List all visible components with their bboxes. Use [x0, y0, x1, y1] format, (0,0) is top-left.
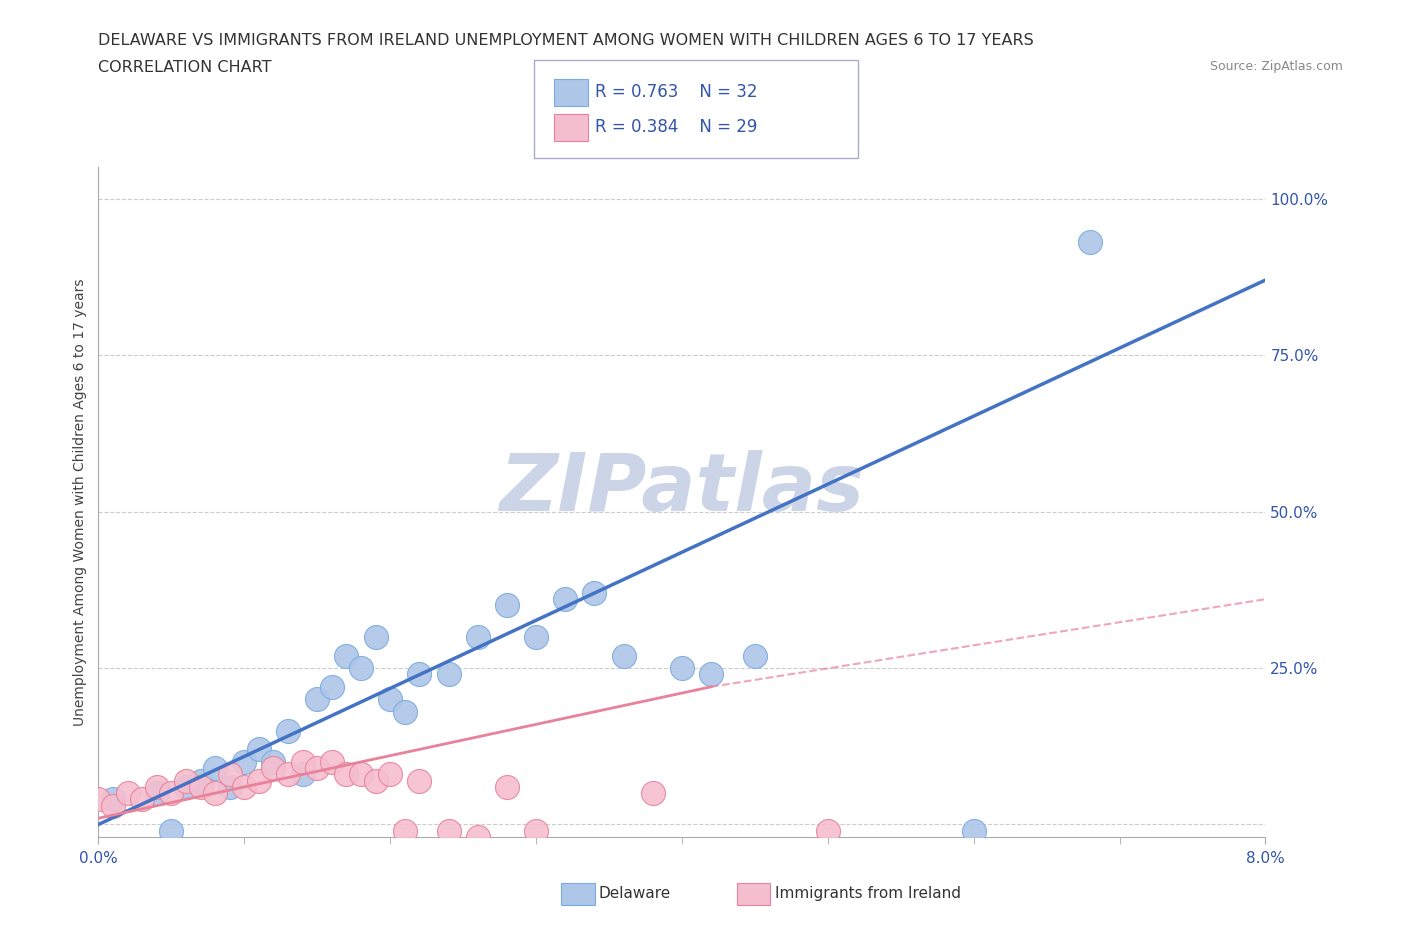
Point [233, 779, 256, 794]
Point [817, 823, 839, 838]
Point [378, 767, 402, 782]
Point [612, 648, 634, 663]
Point [291, 754, 314, 769]
Point [408, 667, 430, 682]
Point [437, 823, 460, 838]
Point [496, 779, 519, 794]
Point [277, 724, 299, 738]
Text: Source: ZipAtlas.com: Source: ZipAtlas.com [1209, 60, 1343, 73]
Point [218, 767, 240, 782]
Text: Delaware: Delaware [599, 886, 671, 901]
Point [247, 742, 270, 757]
Point [307, 761, 329, 776]
Point [117, 786, 139, 801]
Point [467, 830, 489, 844]
Point [160, 823, 183, 838]
Point [307, 692, 329, 707]
Point [146, 786, 169, 801]
Point [204, 761, 226, 776]
Point [554, 591, 576, 606]
Point [262, 754, 284, 769]
Point [146, 779, 169, 794]
Point [131, 792, 153, 807]
Point [101, 798, 124, 813]
Point [467, 630, 489, 644]
Text: ZIPatlas: ZIPatlas [499, 450, 865, 528]
Point [437, 667, 460, 682]
Point [1080, 235, 1102, 250]
Point [962, 823, 984, 838]
Point [364, 630, 387, 644]
Text: DELAWARE VS IMMIGRANTS FROM IRELAND UNEMPLOYMENT AMONG WOMEN WITH CHILDREN AGES : DELAWARE VS IMMIGRANTS FROM IRELAND UNEM… [98, 33, 1035, 47]
Point [350, 660, 373, 675]
Point [378, 692, 402, 707]
Point [190, 773, 212, 788]
Point [335, 648, 357, 663]
Point [262, 761, 284, 776]
Point [190, 779, 212, 794]
Point [408, 773, 430, 788]
Point [524, 630, 547, 644]
Point [524, 823, 547, 838]
Point [174, 779, 197, 794]
Y-axis label: Unemployment Among Women with Children Ages 6 to 17 years: Unemployment Among Women with Children A… [73, 278, 87, 726]
Point [160, 786, 183, 801]
Point [204, 786, 226, 801]
Text: CORRELATION CHART: CORRELATION CHART [98, 60, 271, 75]
Point [394, 823, 416, 838]
Point [350, 767, 373, 782]
Text: R = 0.763    N = 32: R = 0.763 N = 32 [595, 83, 758, 101]
Point [671, 660, 693, 675]
Point [87, 792, 110, 807]
Point [174, 773, 197, 788]
Point [101, 792, 124, 807]
Point [321, 680, 343, 695]
Point [496, 598, 519, 613]
Point [321, 754, 343, 769]
Point [335, 767, 357, 782]
Point [700, 667, 723, 682]
Point [233, 754, 256, 769]
Point [277, 767, 299, 782]
Text: R = 0.384    N = 29: R = 0.384 N = 29 [595, 118, 756, 137]
Point [218, 779, 240, 794]
Point [291, 767, 314, 782]
Point [583, 586, 606, 601]
Point [744, 648, 766, 663]
Point [247, 773, 270, 788]
Point [394, 704, 416, 719]
Point [364, 773, 387, 788]
Point [641, 786, 664, 801]
Text: Immigrants from Ireland: Immigrants from Ireland [775, 886, 960, 901]
